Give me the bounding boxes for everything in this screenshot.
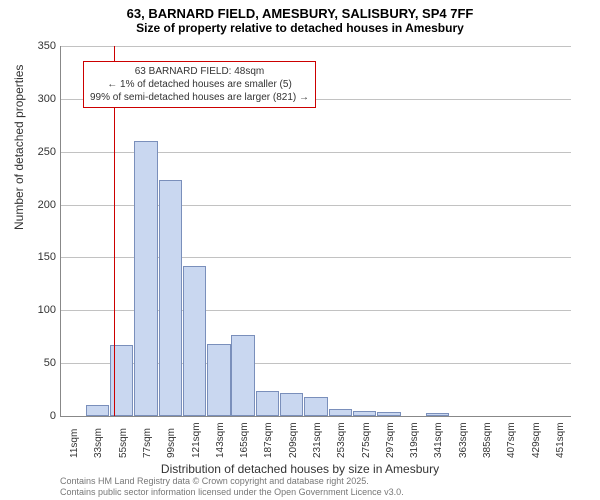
x-axis-label: Distribution of detached houses by size … — [0, 462, 600, 476]
y-tick-label: 150 — [26, 251, 56, 263]
histogram-bar — [231, 335, 254, 416]
y-tick-label: 0 — [26, 410, 56, 422]
x-tick-label: 99sqm — [166, 428, 177, 458]
histogram-chart: 63 BARNARD FIELD: 48sqm← 1% of detached … — [60, 46, 571, 417]
y-tick-label: 100 — [26, 304, 56, 316]
x-tick-label: 363sqm — [458, 422, 469, 458]
x-tick-label: 297sqm — [385, 422, 396, 458]
title-line-1: 63, BARNARD FIELD, AMESBURY, SALISBURY, … — [0, 6, 600, 21]
gridline — [61, 46, 571, 47]
histogram-bar — [159, 180, 182, 416]
footer-attribution: Contains HM Land Registry data © Crown c… — [60, 476, 404, 498]
y-tick-label: 250 — [26, 146, 56, 158]
footer-line-2: Contains public sector information licen… — [60, 487, 404, 498]
x-tick-label: 11sqm — [69, 429, 80, 458]
y-axis-label: Number of detached properties — [12, 65, 26, 230]
x-tick-label: 319sqm — [409, 422, 420, 458]
histogram-bar — [353, 411, 376, 416]
x-tick-label: 77sqm — [142, 428, 153, 458]
y-tick-label: 200 — [26, 199, 56, 211]
callout-line: ← 1% of detached houses are smaller (5) — [90, 78, 309, 91]
y-tick-label: 350 — [26, 40, 56, 52]
histogram-bar — [86, 405, 109, 416]
histogram-bar — [304, 397, 327, 416]
callout-line: 63 BARNARD FIELD: 48sqm — [90, 65, 309, 78]
y-tick-label: 300 — [26, 93, 56, 105]
y-tick-label: 50 — [26, 357, 56, 369]
x-tick-label: 253sqm — [336, 422, 347, 458]
histogram-bar — [377, 412, 400, 416]
property-callout: 63 BARNARD FIELD: 48sqm← 1% of detached … — [83, 61, 316, 108]
footer-line-1: Contains HM Land Registry data © Crown c… — [60, 476, 404, 487]
x-tick-label: 275sqm — [361, 422, 372, 458]
x-tick-label: 121sqm — [191, 422, 202, 458]
x-tick-label: 33sqm — [93, 428, 104, 458]
histogram-bar — [280, 393, 303, 416]
x-tick-label: 451sqm — [555, 422, 566, 458]
histogram-bar — [426, 413, 449, 416]
histogram-bar — [134, 141, 157, 416]
histogram-bar — [329, 409, 352, 416]
x-tick-label: 55sqm — [118, 428, 129, 458]
title-line-2: Size of property relative to detached ho… — [0, 21, 600, 35]
x-tick-label: 165sqm — [239, 422, 250, 458]
x-tick-label: 429sqm — [531, 422, 542, 458]
histogram-bar — [183, 266, 206, 416]
histogram-bar — [207, 344, 230, 416]
callout-line: 99% of semi-detached houses are larger (… — [90, 91, 309, 104]
x-tick-label: 209sqm — [288, 422, 299, 458]
histogram-bar — [256, 391, 279, 416]
x-tick-label: 341sqm — [433, 422, 444, 458]
x-tick-label: 407sqm — [506, 422, 517, 458]
x-tick-label: 187sqm — [263, 422, 274, 458]
x-tick-label: 143sqm — [215, 422, 226, 458]
x-tick-label: 231sqm — [312, 422, 323, 458]
x-tick-label: 385sqm — [482, 422, 493, 458]
chart-title: 63, BARNARD FIELD, AMESBURY, SALISBURY, … — [0, 0, 600, 35]
